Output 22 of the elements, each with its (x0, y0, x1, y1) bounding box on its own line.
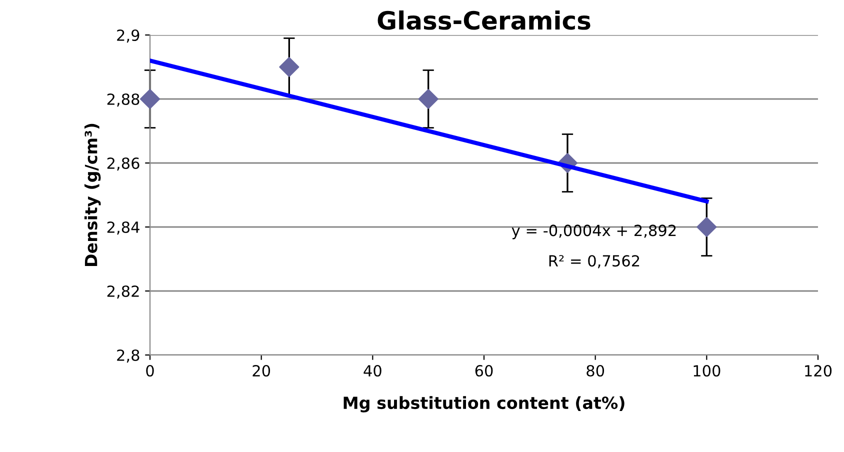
point (140, 88, 160, 110)
point (696, 216, 717, 238)
y-tick-label: 2,8 (117, 349, 140, 363)
y-tick-label: 2,82 (107, 285, 139, 299)
annotation: y = -0,0004x + 2,892 (512, 224, 676, 240)
x-tick-label: 0 (146, 364, 154, 377)
y-tick-label: 2,84 (107, 221, 140, 235)
y-tick-label: 2,88 (107, 93, 140, 107)
x-tick-label: 60 (475, 364, 493, 377)
y-tick-label: 2,9 (117, 29, 140, 43)
x-tick-label: 40 (364, 364, 382, 377)
x-tick-label: 20 (252, 364, 270, 377)
point (418, 88, 438, 110)
chart-title: Glass-Ceramics (378, 10, 590, 30)
x-tick-label: 100 (694, 364, 720, 377)
x-axis-title: Mg substitution content (at%) (344, 396, 624, 412)
y-tick-label: 2,86 (107, 157, 140, 171)
point (279, 56, 300, 78)
annotation: R² = 0,7562 (549, 255, 640, 268)
x-tick-label: 120 (805, 364, 832, 377)
x-tick-label: 80 (586, 364, 604, 377)
y-axis-title: Density (g/cm³) (84, 124, 101, 266)
